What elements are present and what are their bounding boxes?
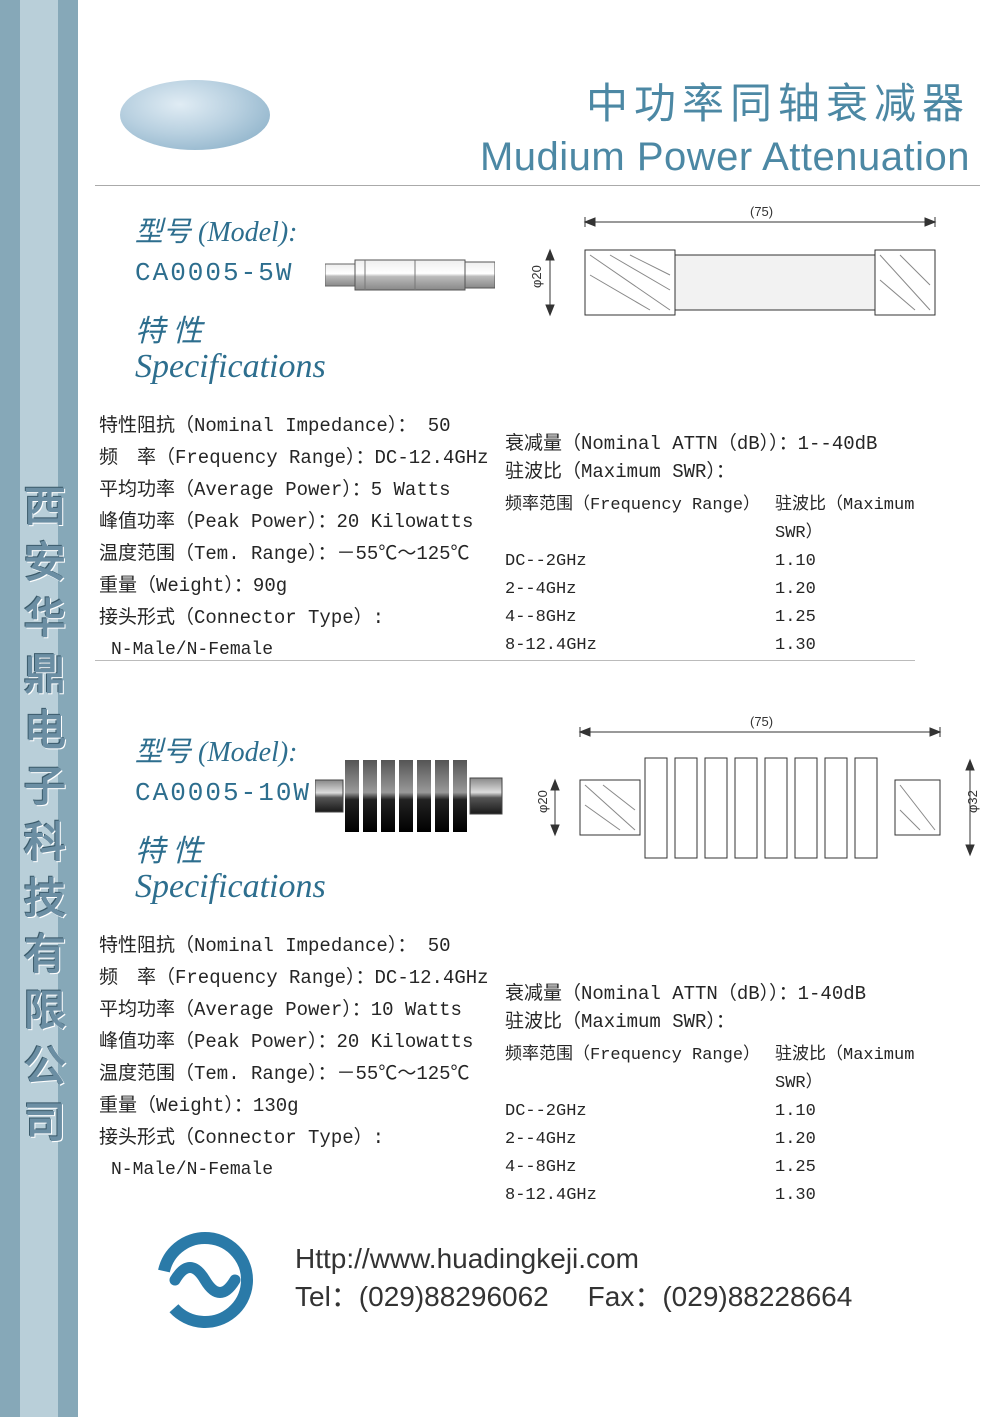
swr-freq: 8-12.4GHz [505,1182,775,1210]
product-photo-1 [325,250,495,300]
page-title-block: 中功率同轴衰减器 Mudium Power Attenuation [480,70,970,180]
swr-val: 1.30 [775,632,925,660]
dim-dia: φ20 [529,265,544,288]
swr-th-freq: 频率范围（Frequency Range） [505,1042,775,1098]
swr-freq: 2--4GHz [505,1126,775,1154]
swr-th-val: 驻波比（Maximum SWR） [775,1042,925,1098]
swr-block-1: 衰减量（Nominal ATTN（dB））：1--40dB 驻波比（Maximu… [505,430,925,660]
swr-val: 1.10 [775,1098,925,1126]
swr-th-val: 驻波比（Maximum SWR） [775,492,925,548]
swr-label: 驻波比（Maximum SWR）： [505,1008,925,1036]
swr-th-freq: 频率范围（Frequency Range） [505,492,775,548]
tel-label: Tel： [295,1281,359,1312]
swr-freq: 4--8GHz [505,1154,775,1182]
title-cn: 中功率同轴衰减器 [480,70,970,131]
divider-top [95,185,980,186]
fax-value: (029)88228664 [662,1281,852,1312]
swr-block-2: 衰减量（Nominal ATTN（dB））：1-40dB 驻波比（Maximum… [505,980,925,1210]
fax-label: Fax： [588,1281,663,1312]
swr-val: 1.20 [775,576,925,604]
swr-val: 1.10 [775,548,925,576]
swr-freq: 2--4GHz [505,576,775,604]
dim-length: (75) [750,204,773,219]
attn-line: 衰减量（Nominal ATTN（dB））：1--40dB [505,430,925,458]
title-en: Mudium Power Attenuation [480,135,970,180]
footer-url: Http://www.huadingkeji.com [295,1240,852,1278]
swr-table-1: 频率范围（Frequency Range） 驻波比（Maximum SWR） D… [505,492,925,660]
product-photo-2 [315,740,505,850]
product-section-1: 型号 (Model): CA0005-5W 特 性 Specifications [95,190,980,666]
swr-table-2: 频率范围（Frequency Range） 驻波比（Maximum SWR） D… [505,1042,925,1210]
swr-freq: DC--2GHz [505,548,775,576]
technical-diagram-2: (75) φ20 φ32 [525,710,995,880]
technical-diagram-1: (75) φ20 [515,200,975,340]
company-name-vertical: 西安华鼎电子科技有限公司 [24,480,72,1152]
company-logo-icon [155,1230,255,1330]
tel-value: (029)88296062 [359,1281,549,1312]
spec-heading-en: Specifications [135,348,980,386]
dim-dia1: φ20 [535,790,550,813]
swr-val: 1.20 [775,1126,925,1154]
swr-freq: 4--8GHz [505,604,775,632]
attn-line: 衰减量（Nominal ATTN（dB））：1-40dB [505,980,925,1008]
footer-text: Http://www.huadingkeji.com Tel：(029)8829… [295,1240,852,1316]
product-section-2: 型号 (Model): CA0005-10W 特 性 Specification… [95,710,980,1186]
swr-label: 驻波比（Maximum SWR）： [505,458,925,486]
spec-line: 特性阻抗（Nominal Impedance）： 50 [99,930,980,962]
dim-dia2: φ32 [965,790,980,813]
footer-contact: Tel：(029)88296062 Fax：(029)88228664 [295,1278,852,1316]
swr-val: 1.25 [775,604,925,632]
swr-val: 1.25 [775,1154,925,1182]
swr-val: 1.30 [775,1182,925,1210]
swr-freq: 8-12.4GHz [505,632,775,660]
dim-length: (75) [750,714,773,729]
logo-oval [120,80,270,150]
swr-freq: DC--2GHz [505,1098,775,1126]
divider-mid [95,660,915,661]
